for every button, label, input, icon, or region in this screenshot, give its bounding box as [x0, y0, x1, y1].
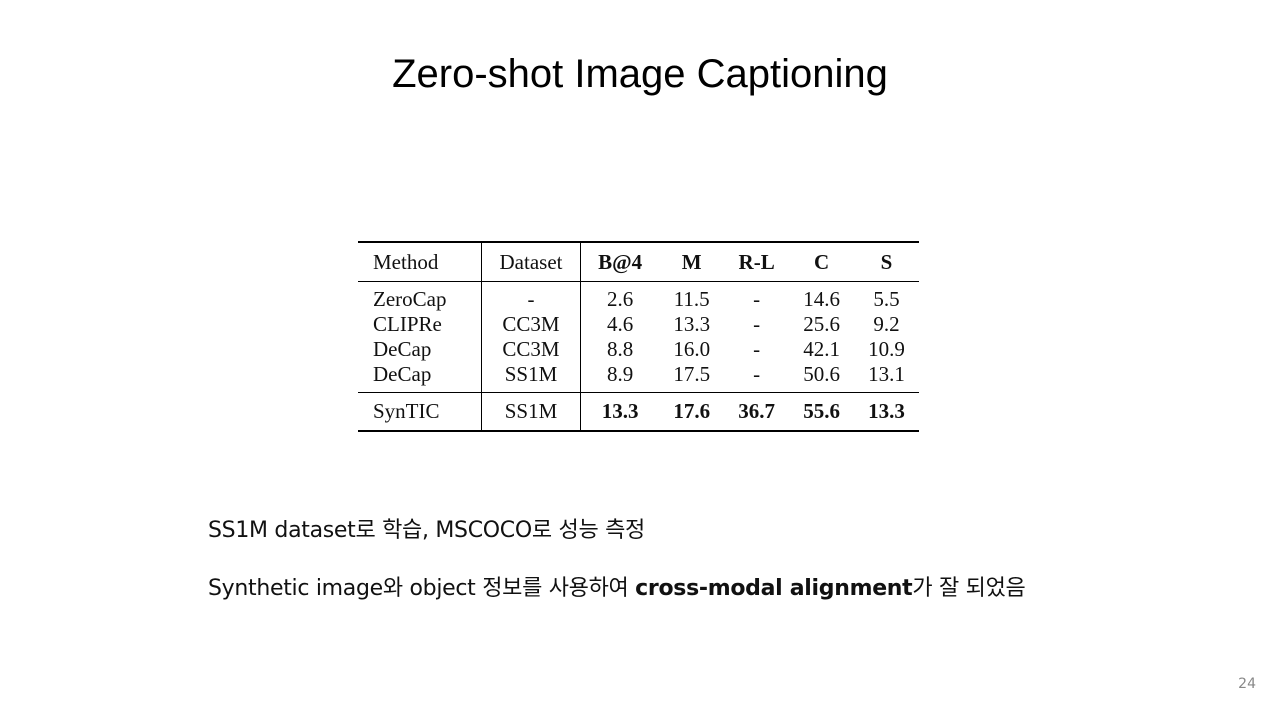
header-bleu4: B@4 [580, 242, 660, 282]
slide-notes: SS1M dataset로 학습, MSCOCO로 성능 측정 Syntheti… [208, 514, 1026, 606]
table-header-row: Method Dataset B@4 M R-L C S [358, 242, 919, 282]
slide-title: Zero-shot Image Captioning [392, 52, 888, 96]
cell-meteor: 17.6 [673, 399, 711, 423]
note-text-suffix: 가 잘 되었음 [912, 576, 1026, 601]
cell-rouge-l: - [753, 337, 761, 361]
table-row-ours: SynTIC SS1M 13.3 17.6 36.7 55.6 13.3 [358, 392, 919, 431]
table-row: CLIPRe CC3M 4.6 13.3 - 25.6 9.2 [358, 312, 919, 337]
note-text: SS1M dataset로 학습, MSCOCO로 성능 측정 [208, 518, 645, 543]
cell-meteor: 13.3 [673, 312, 711, 336]
header-rouge-l: R-L [738, 250, 775, 274]
cell-spice: 9.2 [873, 312, 900, 336]
cell-cider: 50.6 [803, 362, 840, 386]
header-meteor: M [681, 250, 702, 274]
header-spice: S [880, 250, 893, 274]
cell-meteor: 17.5 [673, 362, 711, 386]
note-text-prefix: Synthetic image와 object 정보를 사용하여 [208, 576, 636, 601]
cell-dataset: CC3M [481, 337, 581, 362]
header-cider: C [813, 250, 830, 274]
cell-rouge-l: - [753, 362, 761, 386]
cell-bleu4: 13.3 [580, 392, 660, 431]
cell-spice: 5.5 [873, 287, 900, 311]
table-row: ZeroCap - 2.6 11.5 - 14.6 5.5 [358, 281, 919, 312]
table-row: DeCap SS1M 8.9 17.5 - 50.6 13.1 [358, 362, 919, 393]
cell-cider: 14.6 [803, 287, 840, 311]
cell-dataset: SS1M [481, 362, 581, 393]
cell-bleu4: 4.6 [580, 312, 660, 337]
cell-dataset: CC3M [481, 312, 581, 337]
cell-rouge-l: - [753, 312, 761, 336]
cell-bleu4: 8.9 [580, 362, 660, 393]
cell-method: ZeroCap [373, 287, 447, 311]
cell-method: CLIPRe [373, 312, 442, 336]
results-table: Method Dataset B@4 M R-L C S ZeroCap - 2… [358, 241, 919, 432]
table-row: DeCap CC3M 8.8 16.0 - 42.1 10.9 [358, 337, 919, 362]
cell-method: SynTIC [373, 399, 440, 423]
note-text-emphasis: cross-modal alignment [635, 576, 913, 601]
note-line-alignment: Synthetic image와 object 정보를 사용하여 cross-m… [208, 572, 1026, 606]
note-line-training: SS1M dataset로 학습, MSCOCO로 성능 측정 [208, 514, 1026, 548]
cell-bleu4: 8.8 [580, 337, 660, 362]
cell-dataset: - [481, 281, 581, 312]
cell-method: DeCap [373, 362, 432, 386]
cell-meteor: 11.5 [673, 287, 710, 311]
cell-spice: 13.1 [868, 362, 905, 386]
cell-spice: 10.9 [868, 337, 905, 361]
cell-spice: 13.3 [868, 399, 905, 423]
cell-cider: 55.6 [803, 399, 840, 423]
header-method: Method [373, 250, 439, 274]
cell-rouge-l: 36.7 [738, 399, 775, 423]
cell-dataset: SS1M [481, 392, 581, 431]
header-dataset: Dataset [481, 242, 581, 282]
cell-method: DeCap [373, 337, 432, 361]
cell-bleu4: 2.6 [580, 281, 660, 312]
cell-rouge-l: - [753, 287, 761, 311]
cell-cider: 25.6 [803, 312, 840, 336]
results-table-container: Method Dataset B@4 M R-L C S ZeroCap - 2… [358, 241, 919, 432]
page-number: 24 [1238, 676, 1256, 692]
cell-meteor: 16.0 [673, 337, 711, 361]
cell-cider: 42.1 [803, 337, 840, 361]
